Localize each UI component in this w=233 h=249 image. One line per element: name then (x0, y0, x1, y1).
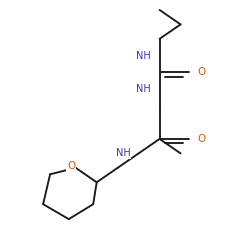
Text: O: O (197, 134, 205, 144)
Text: NH: NH (116, 148, 130, 158)
Text: O: O (67, 161, 75, 171)
Text: O: O (197, 67, 205, 77)
Text: NH: NH (136, 51, 150, 61)
Text: NH: NH (136, 84, 150, 94)
